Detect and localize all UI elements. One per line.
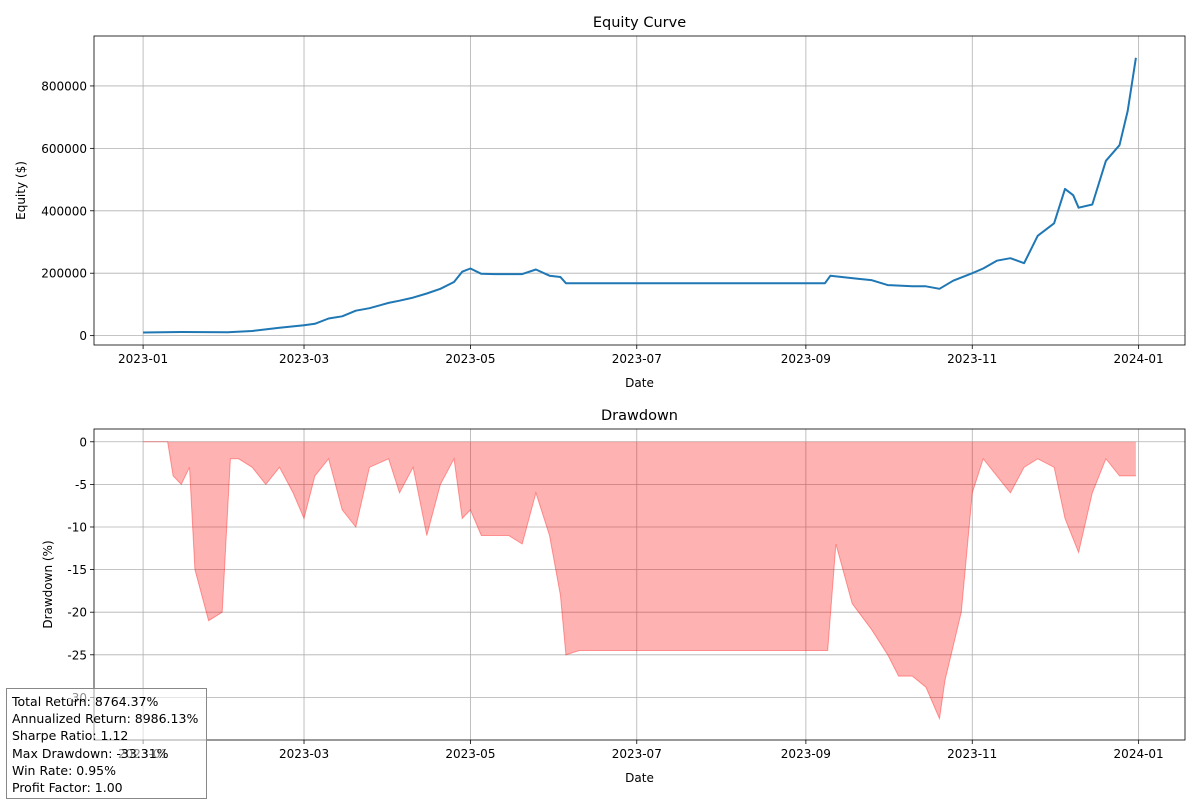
drawdown-chart: 2023-012023-032023-052023-072023-092023-… xyxy=(41,408,1186,785)
stat-win-rate: Win Rate: 0.95% xyxy=(12,762,117,778)
stats-box: Total Return: 8764.37% Annualized Return… xyxy=(6,688,207,799)
stat-max-drawdown: Max Drawdown: -33.31% xyxy=(12,745,169,761)
y-tick-label: 0 xyxy=(79,435,87,449)
x-tick-label: 2024-01 xyxy=(1114,352,1164,366)
x-tick-label: 2023-07 xyxy=(612,352,662,366)
x-axis-label: Date xyxy=(625,376,654,390)
equity-line xyxy=(143,57,1137,334)
grid-lines xyxy=(94,36,1185,345)
equity-chart: 2023-01 2023-03 2023-05 2023-07 2023-09 2023-… xyxy=(14,15,1186,390)
axes-frame xyxy=(93,35,1186,346)
y-axis-label: Equity ($) xyxy=(14,161,28,220)
y-tick-label: -10 xyxy=(67,520,87,534)
x-tick-label: 2023-01 xyxy=(118,352,168,366)
x-tick-label: 2023-05 xyxy=(445,352,495,366)
y-tick-label: 0 xyxy=(79,329,87,343)
x-tick-label: 2023-11 xyxy=(947,747,997,761)
y-tick-label: -5 xyxy=(75,478,87,492)
axes-frame xyxy=(93,428,1186,741)
drawdown-line xyxy=(143,441,1136,721)
x-tick-label: 2023-07 xyxy=(612,747,662,761)
x-tick-label: 2023-09 xyxy=(781,352,831,366)
stat-total-return: Total Return: 8764.37% xyxy=(12,694,159,709)
y-axis-label: Drawdown (%) xyxy=(41,540,55,628)
y-tick-label: -20 xyxy=(67,606,87,620)
x-tick-label: 2023-05 xyxy=(445,747,495,761)
chart-title: Drawdown xyxy=(601,408,678,424)
drawdown-area xyxy=(143,441,1136,719)
x-axis-label: Date xyxy=(625,771,654,785)
x-tick-label: 2024-01 xyxy=(1114,747,1164,761)
stat-annualized-return: Annualized Return: 8986.13% xyxy=(12,711,199,727)
x-tick-label: 2023-03 xyxy=(279,352,329,366)
y-tick-label: 400000 xyxy=(41,204,87,218)
plot-area xyxy=(94,429,1185,740)
plot-area xyxy=(94,36,1185,345)
x-tick-label: 2023-03 xyxy=(279,747,329,761)
y-tick-label: -25 xyxy=(67,648,87,662)
y-tick-label: 200000 xyxy=(41,267,87,281)
y-tick-label: 600000 xyxy=(41,142,87,156)
x-tick-label: 2023-11 xyxy=(947,352,997,366)
stat-profit-factor: Profit Factor: 1.00 xyxy=(12,780,123,796)
x-tick-label: 2023-09 xyxy=(781,747,831,761)
y-tick-label: -15 xyxy=(67,563,87,577)
y-tick-label: 800000 xyxy=(41,79,87,93)
chart-title: Equity Curve xyxy=(593,15,686,31)
stat-sharpe-ratio: Sharpe Ratio: 1.12 xyxy=(12,728,129,744)
